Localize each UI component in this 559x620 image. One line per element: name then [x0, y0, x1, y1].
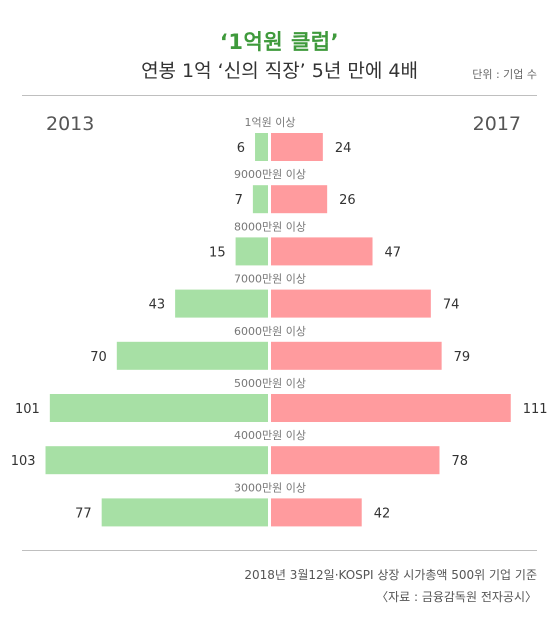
- value-label-2017: 26: [339, 193, 356, 208]
- value-label-2017: 42: [374, 506, 391, 521]
- value-label-2017: 24: [335, 141, 352, 156]
- value-label-2013: 101: [15, 402, 40, 417]
- category-label: 7000만원 이상: [234, 273, 306, 286]
- year-left-label: 2013: [46, 113, 95, 135]
- value-label-2013: 103: [11, 454, 36, 469]
- bar-2017: [271, 133, 323, 161]
- category-label: 4000만원 이상: [234, 429, 306, 442]
- value-label-2017: 78: [451, 454, 468, 469]
- value-label-2013: 43: [149, 298, 166, 313]
- bar-2013: [116, 341, 268, 370]
- bar-2013: [175, 289, 268, 318]
- bar-2013: [255, 133, 268, 161]
- top-divider: [22, 95, 537, 96]
- category-label: 5000만원 이상: [234, 377, 306, 390]
- value-label-2013: 15: [209, 245, 226, 260]
- value-label-2017: 74: [443, 298, 460, 313]
- value-label-2017: 79: [454, 350, 471, 365]
- bar-2013: [45, 446, 268, 475]
- bar-2013: [235, 237, 268, 266]
- footnote: 2018년 3월12일·KOSPI 상장 시가총액 500위 기업 기준: [244, 568, 537, 582]
- value-label-2013: 6: [237, 141, 245, 156]
- bar-2017: [271, 446, 440, 475]
- bar-2017: [271, 185, 328, 214]
- bar-2013: [252, 185, 268, 214]
- bar-2017: [271, 498, 362, 527]
- category-label: 9000만원 이상: [234, 168, 306, 181]
- value-label-2013: 7: [235, 193, 243, 208]
- bar-2017: [271, 237, 373, 266]
- bar-2017: [271, 289, 431, 318]
- bar-2013: [49, 394, 269, 422]
- chart-subtitle: 연봉 1억 ‘신의 직장’ 5년 만에 4배: [141, 60, 418, 82]
- category-label: 6000만원 이상: [234, 325, 306, 338]
- category-label: 8000만원 이상: [234, 220, 306, 233]
- value-label-2017: 111: [523, 402, 548, 417]
- value-label-2017: 47: [385, 245, 402, 260]
- year-right-label: 2017: [472, 113, 521, 135]
- chart-title: ‘1억원 클럽’: [219, 30, 340, 54]
- value-label-2013: 70: [90, 350, 107, 365]
- bar-2017: [271, 341, 442, 370]
- category-label: 1억원 이상: [245, 116, 296, 129]
- value-label-2013: 77: [75, 506, 92, 521]
- unit-label: 단위 : 기업 수: [472, 68, 537, 81]
- category-label: 3000만원 이상: [234, 481, 306, 494]
- source-note: 〈자료 : 금융감독원 전자공시〉: [376, 590, 537, 604]
- bottom-divider: [22, 550, 537, 551]
- bar-2017: [271, 394, 511, 422]
- bar-2013: [101, 498, 269, 527]
